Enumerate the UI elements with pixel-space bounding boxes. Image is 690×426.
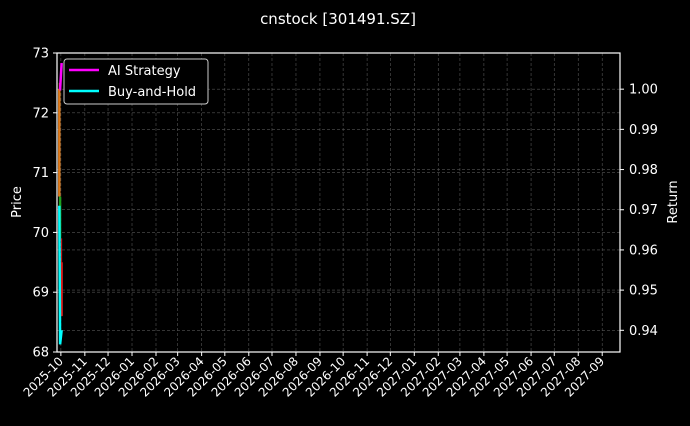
legend-label-buy-and-hold: Buy-and-Hold bbox=[108, 85, 196, 100]
y-tick-label: 73 bbox=[32, 47, 49, 62]
y2-tick-label: 0.99 bbox=[629, 123, 658, 138]
y2-axis-label: Return bbox=[666, 180, 681, 223]
y-tick-label: 68 bbox=[32, 346, 49, 361]
y2-tick-label: 0.97 bbox=[629, 203, 658, 218]
y2-tick-label: 1.00 bbox=[629, 83, 658, 98]
y-axis-label: Price bbox=[10, 186, 25, 218]
y2-tick-label: 0.96 bbox=[629, 243, 658, 258]
legend-box bbox=[63, 58, 209, 105]
plot-marks bbox=[58, 62, 63, 345]
y2-tick-label: 0.95 bbox=[629, 284, 658, 299]
series-line-ai-strategy bbox=[58, 62, 63, 91]
candle-body bbox=[60, 262, 63, 317]
y-tick-label: 70 bbox=[32, 226, 49, 241]
legend: AI Strategy Buy-and-Hold bbox=[63, 58, 209, 105]
legend-label-ai-strategy: AI Strategy bbox=[108, 64, 181, 79]
y-tick-label: 71 bbox=[32, 166, 49, 181]
y-tick-label: 69 bbox=[32, 286, 49, 301]
y2-tick-label: 0.98 bbox=[629, 163, 658, 178]
chart-title: cnstock [301491.SZ] bbox=[260, 10, 416, 28]
plot-frame bbox=[56, 52, 621, 353]
y-tick-label: 72 bbox=[32, 106, 49, 121]
series-line-buy-and-hold bbox=[58, 205, 63, 345]
candle-body bbox=[58, 88, 61, 197]
y2-tick-label: 0.94 bbox=[629, 324, 658, 339]
